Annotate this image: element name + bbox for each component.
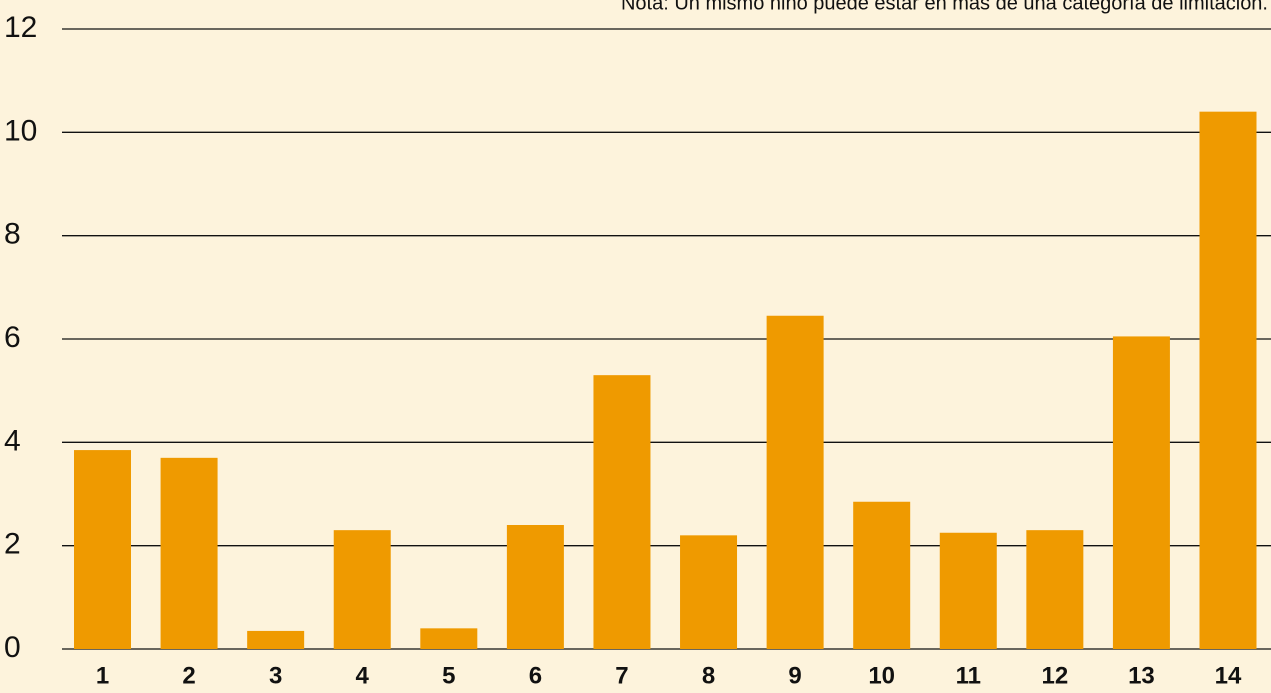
x-tick-label: 6 <box>529 662 542 689</box>
y-tick-label: 12 <box>4 11 37 44</box>
x-tick-label: 14 <box>1215 662 1242 689</box>
bar <box>74 450 131 649</box>
x-tick-label: 11 <box>956 662 981 689</box>
x-tick-label: 8 <box>702 662 715 689</box>
bar <box>333 530 391 649</box>
y-tick-label: 2 <box>4 528 21 561</box>
y-tick-label: 0 <box>4 631 21 664</box>
bar <box>160 457 218 649</box>
bar <box>853 501 911 649</box>
annotation: Nota: Un mismo niño puede estar en más d… <box>621 0 1268 14</box>
x-tick-label: 2 <box>182 662 195 689</box>
bar <box>939 532 997 649</box>
y-tick-label: 4 <box>4 424 21 457</box>
x-tick-label: 10 <box>868 662 895 689</box>
bar <box>680 535 738 649</box>
bar <box>1026 530 1084 649</box>
x-tick-label: 5 <box>442 662 455 689</box>
y-tick-label: 6 <box>4 321 21 354</box>
x-tick-label: 4 <box>356 662 370 689</box>
x-tick-label: 9 <box>788 662 801 689</box>
x-tick-label: 1 <box>96 662 109 689</box>
bar <box>1199 111 1257 649</box>
x-tick-label: 13 <box>1128 662 1155 689</box>
x-tick-label: 7 <box>615 662 628 689</box>
bar <box>1112 336 1170 649</box>
y-tick-label: 8 <box>4 218 21 251</box>
x-tick-label: 3 <box>269 662 282 689</box>
bar <box>247 630 305 649</box>
y-tick-label: 10 <box>4 114 37 147</box>
bar <box>506 525 564 649</box>
bar <box>420 628 478 649</box>
bar <box>593 375 651 649</box>
bar <box>766 315 824 649</box>
x-tick-label: 12 <box>1041 662 1068 689</box>
